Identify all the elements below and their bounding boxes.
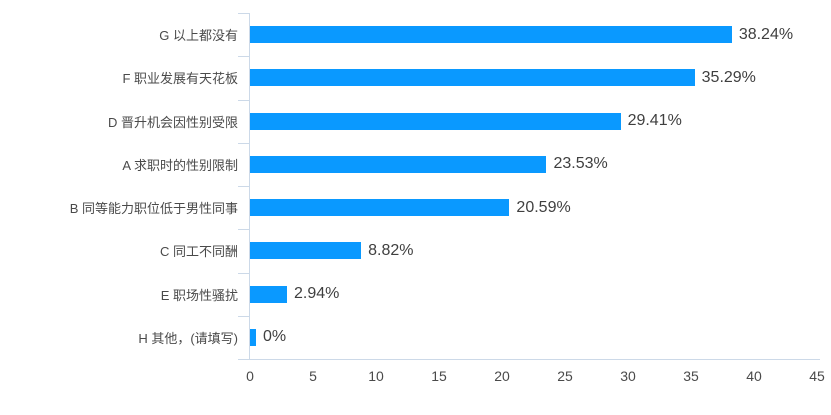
y-axis-tick bbox=[238, 142, 250, 144]
category-label: H 其他，(请填写) bbox=[138, 330, 238, 346]
y-axis-tick bbox=[238, 315, 250, 317]
bar-row: B 同等能力职位低于男性同事 20.59% bbox=[0, 186, 831, 229]
bar bbox=[250, 328, 256, 346]
value-label: 35.29% bbox=[701, 68, 756, 86]
bar bbox=[250, 112, 621, 130]
x-axis-tick-label: 30 bbox=[620, 368, 636, 384]
x-axis-tick-label: 5 bbox=[309, 368, 317, 384]
x-axis-tick-label: 20 bbox=[494, 368, 510, 384]
x-axis-tick-label: 40 bbox=[746, 368, 762, 384]
value-label: 29.41% bbox=[627, 112, 682, 130]
bar-row: A 求职时的性别限制 23.53% bbox=[0, 143, 831, 186]
bar bbox=[250, 26, 732, 44]
y-axis-tick bbox=[238, 99, 250, 101]
value-label: 20.59% bbox=[516, 198, 571, 216]
x-axis-tick-label: 15 bbox=[431, 368, 447, 384]
bar-row: H 其他，(请填写) 0% bbox=[0, 316, 831, 359]
bar-row: G 以上都没有 38.24% bbox=[0, 13, 831, 56]
category-label: G 以上都没有 bbox=[159, 28, 238, 44]
category-label: F 职业发展有天花板 bbox=[122, 71, 238, 87]
value-label: 23.53% bbox=[553, 155, 608, 173]
bar bbox=[250, 242, 362, 260]
y-axis-tick bbox=[238, 13, 250, 14]
value-label: 38.24% bbox=[738, 25, 794, 43]
x-axis-line bbox=[238, 359, 820, 360]
bar-row: E 职场性骚扰 2.94% bbox=[0, 273, 831, 316]
category-label: E 职场性骚扰 bbox=[160, 287, 238, 303]
bar-row: C 同工不同酬 8.82% bbox=[0, 229, 831, 272]
bar bbox=[250, 285, 288, 303]
y-axis-tick bbox=[238, 56, 250, 58]
x-axis-tick-label: 35 bbox=[683, 368, 699, 384]
value-label: 0% bbox=[263, 328, 287, 346]
y-axis-tick bbox=[238, 229, 250, 231]
category-label: C 同工不同酬 bbox=[159, 244, 238, 260]
x-axis-tick-label: 0 bbox=[246, 368, 254, 384]
x-axis-tick-label: 25 bbox=[557, 368, 573, 384]
category-label: B 同等能力职位低于男性同事 bbox=[69, 201, 238, 217]
bar bbox=[250, 155, 547, 173]
category-label: D 晋升机会因性别受限 bbox=[107, 114, 238, 130]
x-axis-tick-label: 45 bbox=[809, 368, 825, 384]
y-axis-tick bbox=[238, 272, 250, 274]
y-axis-tick bbox=[238, 359, 250, 360]
bar-row: F 职业发展有天花板 35.29% bbox=[0, 56, 831, 99]
bar-row: D 晋升机会因性别受限 29.41% bbox=[0, 100, 831, 143]
value-label: 2.94% bbox=[294, 285, 340, 303]
y-axis-tick bbox=[238, 186, 250, 187]
x-axis-tick-label: 10 bbox=[368, 368, 384, 384]
bar bbox=[250, 199, 510, 217]
category-label: A 求职时的性别限制 bbox=[122, 157, 238, 173]
value-label: 8.82% bbox=[368, 241, 414, 259]
bar bbox=[250, 69, 695, 87]
